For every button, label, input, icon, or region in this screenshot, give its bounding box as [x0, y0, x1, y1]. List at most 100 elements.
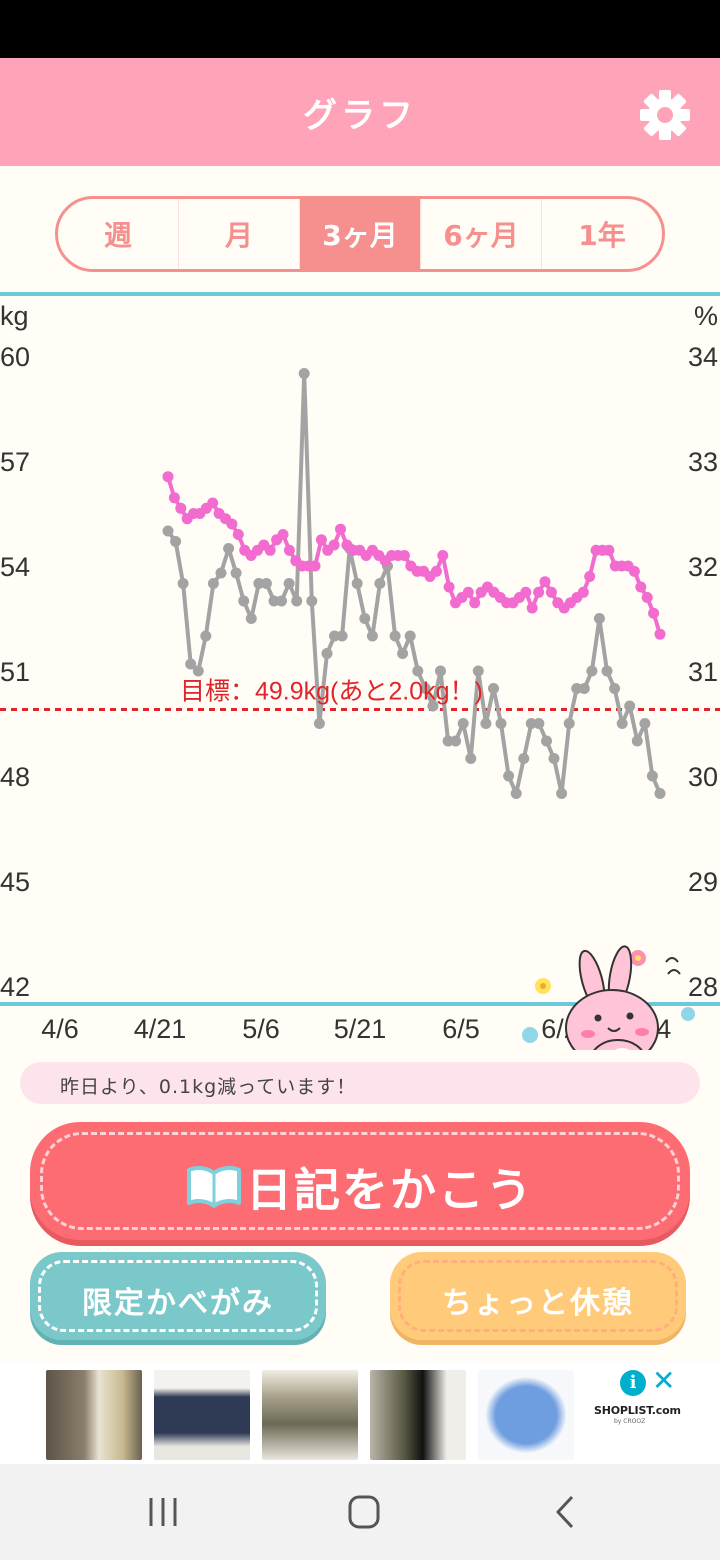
right-tick-label: 30 [688, 762, 718, 792]
right-tick-label: 28 [688, 972, 718, 1002]
right-axis-unit: % [694, 301, 718, 331]
weight-point [624, 700, 636, 712]
tab-month[interactable]: 月 [179, 199, 300, 269]
ad-product-coat[interactable] [370, 1370, 466, 1460]
weight-point [616, 718, 628, 729]
body-fat-point [162, 471, 174, 483]
body-fat-point [584, 571, 596, 582]
body-fat-point [430, 565, 442, 577]
body-fat-point [577, 586, 589, 598]
diary-button-label: 日記をかこう [246, 1163, 534, 1217]
page-title: グラフ [303, 96, 417, 136]
tab-1-year[interactable]: 1年 [578, 219, 626, 252]
ad-info-icon[interactable]: i [620, 1370, 646, 1396]
left-tick-label: 54 [0, 552, 30, 582]
recent-apps-icon[interactable] [133, 1490, 193, 1534]
diary-button[interactable]: 日記をかこう [30, 1122, 690, 1240]
weight-point [404, 630, 416, 642]
weight-point [450, 735, 462, 747]
left-axis-unit: kg [0, 301, 29, 331]
right-tick-label: 31 [688, 657, 718, 687]
weight-point [336, 630, 348, 642]
ad-product-cardigan[interactable] [478, 1370, 574, 1460]
weight-point [291, 595, 303, 607]
goal-label: 目標：49.9kg(あと2.0kg！) [180, 678, 483, 706]
weight-point [359, 613, 371, 624]
body-fat-point [520, 586, 532, 598]
take-a-break-label: ちょっと休憩 [442, 1286, 634, 1321]
weight-point [631, 735, 643, 747]
home-icon[interactable] [334, 1490, 394, 1534]
left-tick-label: 57 [0, 447, 30, 477]
body-fat-point [443, 581, 455, 593]
body-fat-point [469, 597, 481, 609]
ad-product-dress[interactable] [46, 1370, 142, 1460]
status-message: 昨日より、0.1kg減っています！ [20, 1062, 700, 1104]
status-message-text: 昨日より、0.1kg減っています！ [60, 1076, 357, 1098]
right-tick-label: 34 [688, 342, 718, 372]
weight-point [207, 578, 219, 589]
left-axis-ticks: 60 57 54 51 48 45 42 [0, 342, 30, 1002]
left-tick-label: 42 [0, 972, 30, 1002]
body-fat-point [526, 602, 538, 614]
right-tick-label: 32 [688, 552, 718, 582]
weight-point [200, 630, 212, 642]
ad-product-blouse[interactable] [154, 1370, 250, 1460]
weight-point [260, 578, 272, 589]
limited-wallpaper-button[interactable]: 限定かべがみ [30, 1252, 326, 1340]
weight-point [230, 567, 242, 579]
ad-close-icon[interactable]: ✕ [652, 1364, 676, 1397]
weight-point [306, 595, 318, 607]
ad-brand: SHOPLIST.com [594, 1404, 681, 1417]
body-fat-point [283, 544, 295, 556]
weight-point [556, 788, 568, 799]
ad-banner[interactable]: i ✕ SHOPLIST.com by CROOZ [0, 1362, 720, 1464]
body-fat-point [437, 550, 449, 561]
weight-point [503, 770, 515, 782]
weight-point [601, 665, 613, 677]
weight-point [518, 753, 530, 764]
x-axis-ticks: 4/6 4/21 5/6 5/21 6/5 6/2/4 [41, 1014, 671, 1044]
weight-point [548, 753, 560, 764]
take-a-break-button[interactable]: ちょっと休憩 [390, 1252, 686, 1340]
gear-icon [640, 90, 690, 140]
weight-point [609, 683, 621, 694]
weight-point [435, 665, 446, 677]
body-fat-point [635, 581, 647, 593]
body-fat-series-line [166, 476, 662, 635]
body-fat-point [328, 539, 340, 551]
weight-point [571, 683, 583, 694]
weight-point [563, 718, 575, 729]
left-tick-label: 51 [0, 657, 30, 687]
weight-point [192, 665, 204, 677]
weight-point [313, 718, 325, 729]
tab-6-months[interactable]: 6ヶ月 [421, 199, 542, 269]
ad-brand-sub: by CROOZ [614, 1418, 646, 1425]
weight-point [389, 630, 401, 642]
settings-button[interactable] [636, 86, 694, 144]
back-icon[interactable] [536, 1490, 596, 1534]
weight-point [412, 665, 424, 677]
period-tabs: 週 月 3ヶ月 6ヶ月 1年 [55, 196, 665, 272]
app-header: グラフ [0, 58, 720, 166]
ad-product-skirt[interactable] [262, 1370, 358, 1460]
x-tick-label: 4/6 [41, 1014, 79, 1044]
weight-point [488, 683, 499, 694]
weight-point [639, 718, 651, 729]
tab-week[interactable]: 週 [58, 199, 179, 269]
body-fat-point [277, 529, 289, 540]
body-fat-point [539, 576, 551, 588]
body-fat-point [309, 560, 321, 572]
weight-point [253, 578, 265, 589]
limited-wallpaper-label: 限定かべがみ [82, 1286, 274, 1321]
body-fat-point [628, 565, 640, 577]
right-axis-ticks: 34 33 32 31 30 29 28 [688, 342, 718, 1002]
weight-point [427, 700, 439, 712]
weight-point [321, 648, 333, 659]
weight-point [177, 578, 189, 589]
rabbit-mascot [522, 945, 695, 1050]
tab-3-months[interactable]: 3ヶ月 [300, 199, 421, 269]
left-tick-label: 45 [0, 867, 30, 897]
body-fat-point [603, 544, 615, 556]
left-tick-label: 60 [0, 342, 30, 372]
